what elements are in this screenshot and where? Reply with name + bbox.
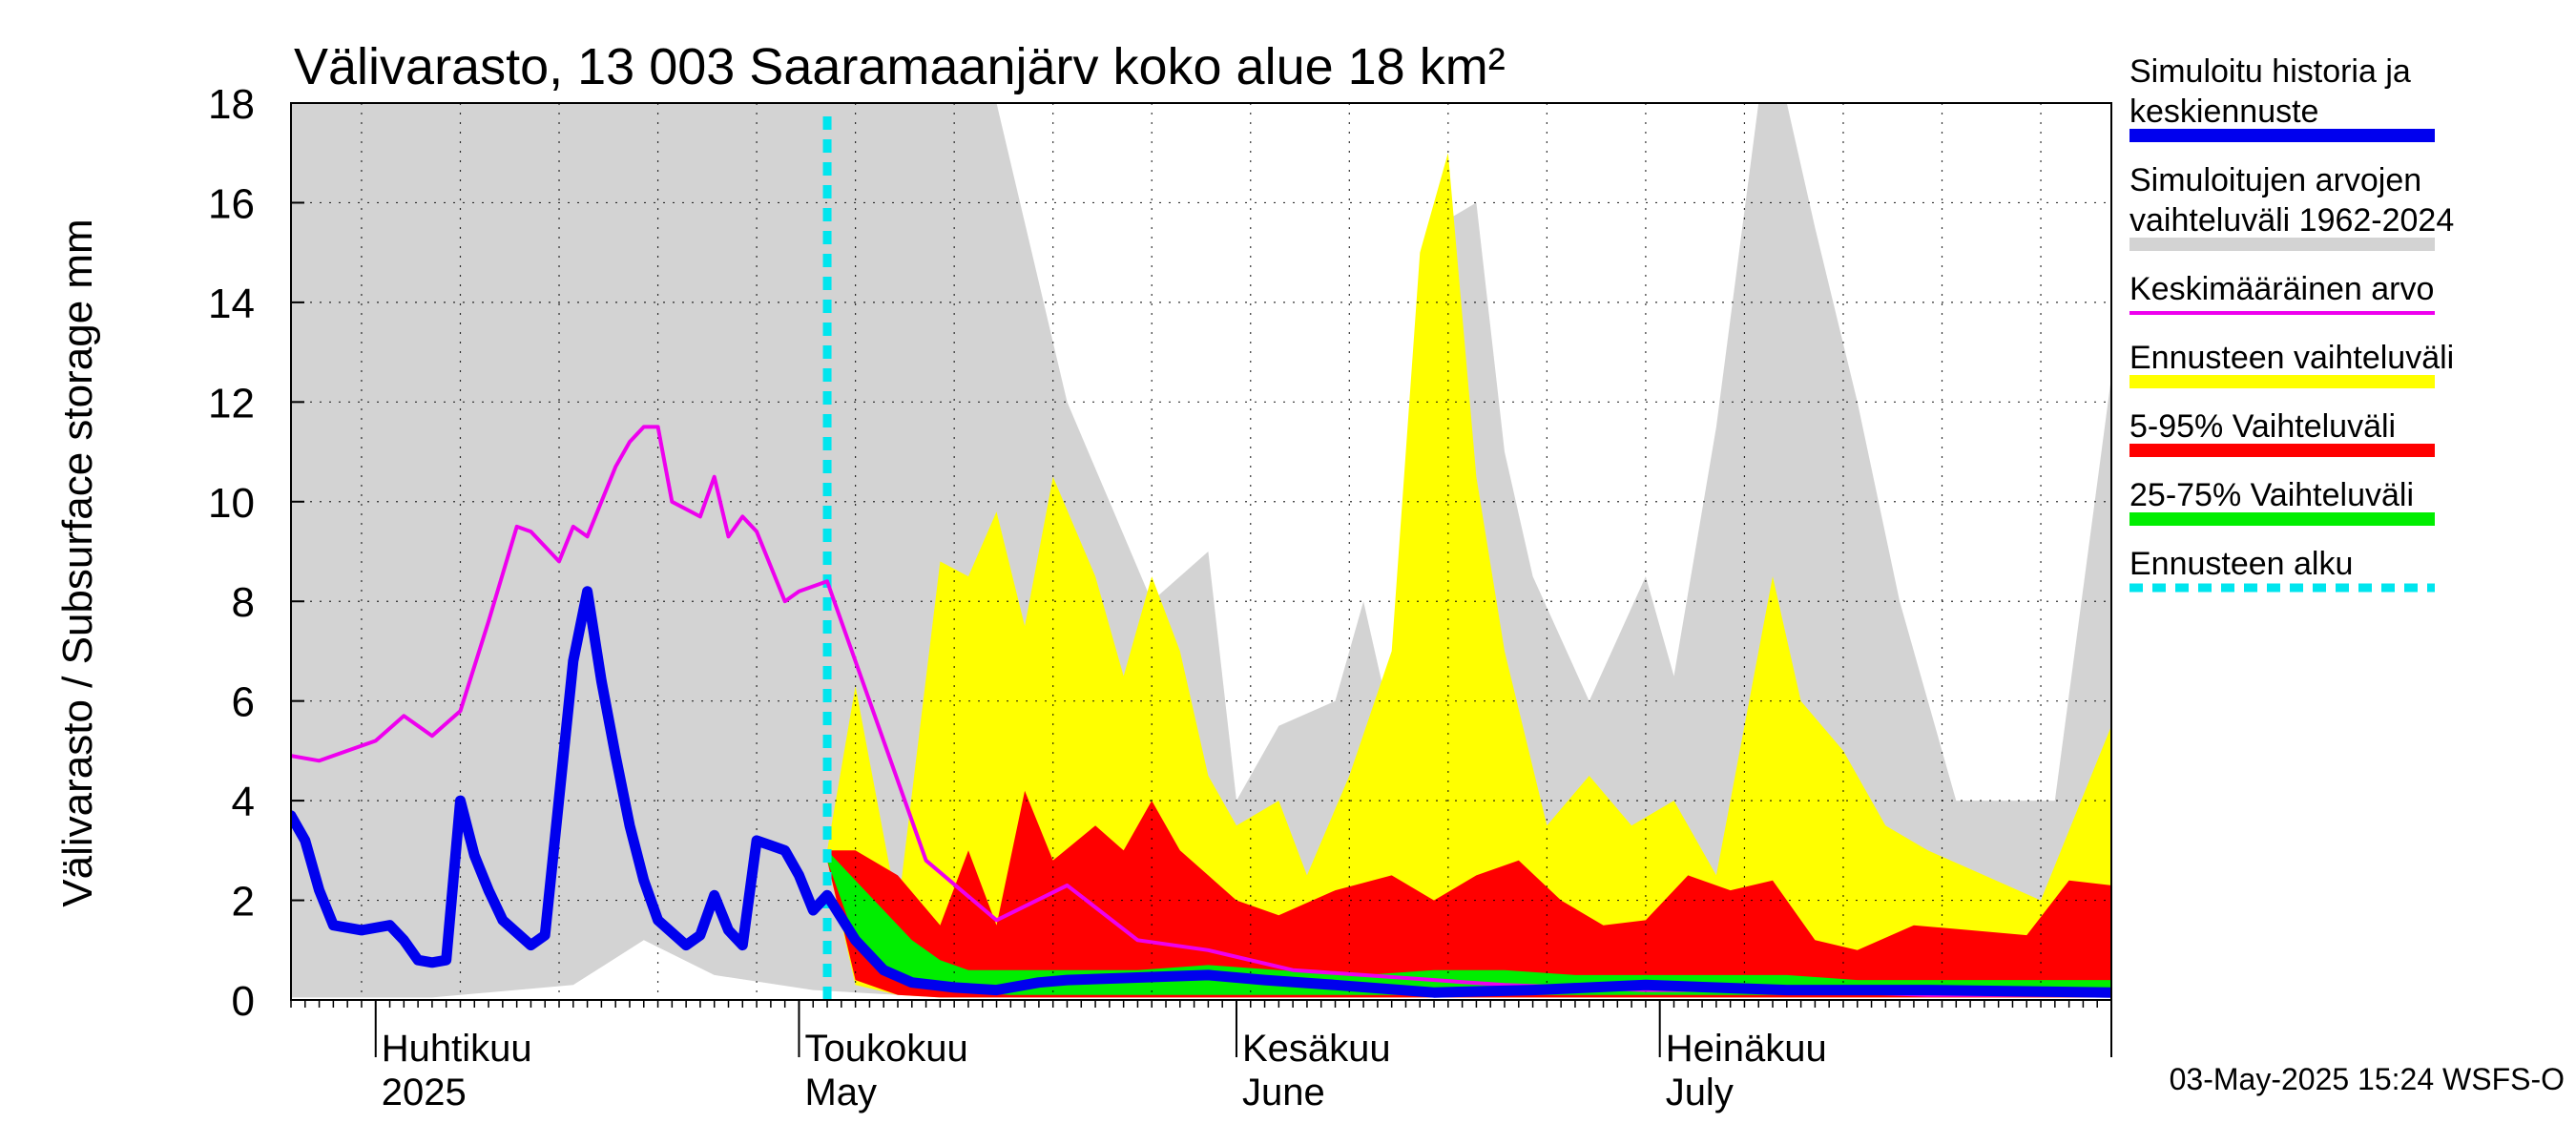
series-history bbox=[291, 586, 2111, 998]
x-month-sublabel: 2025 bbox=[382, 1072, 467, 1114]
legend-label: keskiennuste bbox=[2129, 94, 2318, 130]
chart-bands bbox=[291, 103, 2111, 998]
x-month-sublabel: May bbox=[804, 1072, 877, 1114]
timestamp-footer: 03-May-2025 15:24 WSFS-O bbox=[2170, 1062, 2565, 1096]
series-mean bbox=[291, 425, 2111, 997]
chart-title: Välivarasto, 13 003 Saaramaanjärv koko a… bbox=[294, 38, 1506, 95]
y-tick-label: 6 bbox=[232, 679, 255, 726]
chart-grid bbox=[291, 103, 2111, 1000]
x-month-label: Kesäkuu bbox=[1242, 1028, 1391, 1070]
y-axis-label: Välivarasto / Subsurface storage mm bbox=[54, 219, 101, 906]
plot-frame bbox=[290, 102, 2112, 1001]
legend-label: 25-75% Vaihteluväli bbox=[2129, 477, 2414, 513]
band-5-95 bbox=[827, 790, 2111, 998]
legend-label: 5-95% Vaihteluväli bbox=[2129, 408, 2396, 445]
y-tick-label: 0 bbox=[232, 978, 255, 1025]
y-tick-label: 10 bbox=[208, 480, 255, 527]
x-month-sublabel: July bbox=[1666, 1072, 1734, 1114]
x-month-label: Toukokuu bbox=[804, 1028, 967, 1070]
legend-label: Simuloitu historia ja bbox=[2129, 53, 2411, 90]
chart-lines bbox=[291, 116, 2111, 1000]
y-tick-label: 18 bbox=[208, 81, 255, 128]
y-tick-label: 2 bbox=[232, 879, 255, 926]
y-tick-label: 12 bbox=[208, 380, 255, 427]
x-month-sublabel: June bbox=[1242, 1072, 1325, 1114]
y-tick-label: 16 bbox=[208, 180, 255, 227]
band-historical-range bbox=[291, 103, 2111, 998]
y-tick-label: 4 bbox=[232, 779, 255, 825]
legend: Simuloitu historia ja keskiennuste Simuloi… bbox=[2129, 53, 2454, 593]
legend-label: vaihteluväli 1962-2024 bbox=[2129, 202, 2454, 239]
y-tick-label: 14 bbox=[208, 281, 255, 327]
legend-label: Ennusteen vaihteluväli bbox=[2129, 340, 2454, 376]
legend-label: Keskimääräinen arvo bbox=[2129, 271, 2434, 307]
legend-label: Ennusteen alku bbox=[2129, 546, 2353, 582]
y-tick-label: 8 bbox=[232, 579, 255, 626]
x-month-label: Huhtikuu bbox=[382, 1028, 532, 1070]
band-25-75 bbox=[827, 850, 2111, 995]
legend-label: Simuloitujen arvojen bbox=[2129, 162, 2421, 198]
band-forecast-range bbox=[827, 153, 2111, 998]
x-month-label: Heinäkuu bbox=[1666, 1028, 1827, 1070]
